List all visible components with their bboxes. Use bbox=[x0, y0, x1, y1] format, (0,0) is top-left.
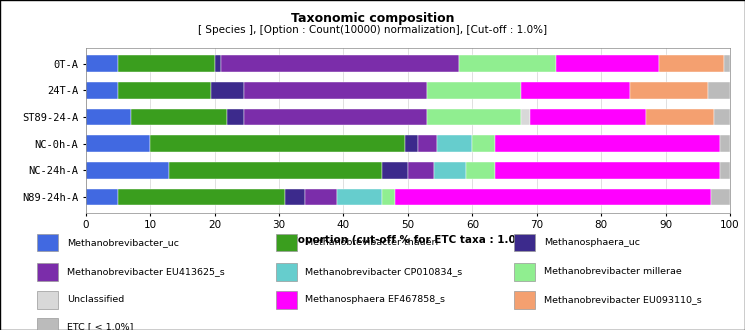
Bar bbox=[86, 82, 118, 99]
FancyBboxPatch shape bbox=[37, 234, 58, 251]
Bar bbox=[466, 162, 495, 179]
Text: ETC [ < 1.0%]: ETC [ < 1.0%] bbox=[67, 322, 133, 330]
FancyBboxPatch shape bbox=[276, 291, 297, 309]
Bar bbox=[521, 82, 630, 99]
X-axis label: Proportion (cut-off % for ETC taxa : 1.0%): Proportion (cut-off % for ETC taxa : 1.0… bbox=[285, 235, 531, 245]
Bar bbox=[86, 189, 118, 205]
Bar bbox=[227, 109, 244, 125]
Bar bbox=[437, 135, 472, 152]
Bar bbox=[86, 109, 131, 125]
Bar bbox=[118, 55, 215, 72]
Bar bbox=[530, 109, 647, 125]
Text: Unclassified: Unclassified bbox=[67, 295, 124, 304]
Text: Methanobrevibacter CP010834_s: Methanobrevibacter CP010834_s bbox=[305, 267, 463, 276]
Text: Methanobrevibacter millerae: Methanobrevibacter millerae bbox=[544, 267, 682, 276]
Bar bbox=[285, 189, 305, 205]
Bar bbox=[659, 55, 723, 72]
Bar bbox=[427, 109, 521, 125]
Bar bbox=[169, 162, 382, 179]
Bar bbox=[408, 162, 434, 179]
Bar bbox=[118, 82, 212, 99]
Bar bbox=[417, 135, 437, 152]
Bar bbox=[382, 189, 395, 205]
Text: Methanobrevibacter EU413625_s: Methanobrevibacter EU413625_s bbox=[67, 267, 225, 276]
Text: Methanobrevibacter thaueri: Methanobrevibacter thaueri bbox=[305, 238, 439, 247]
Text: Methanosphaera EF467858_s: Methanosphaera EF467858_s bbox=[305, 295, 446, 304]
Bar bbox=[427, 82, 521, 99]
Text: [ Species ], [Option : Count(10000) normalization], [Cut-off : 1.0%]: [ Species ], [Option : Count(10000) norm… bbox=[198, 25, 547, 35]
Bar bbox=[221, 55, 460, 72]
Bar bbox=[382, 162, 408, 179]
Bar bbox=[711, 189, 730, 205]
Bar bbox=[337, 189, 382, 205]
Bar bbox=[118, 189, 285, 205]
Bar bbox=[720, 135, 730, 152]
Bar bbox=[556, 55, 659, 72]
FancyBboxPatch shape bbox=[37, 318, 58, 330]
Bar bbox=[723, 55, 730, 72]
Bar bbox=[244, 82, 427, 99]
Text: Methanobrevibacter_uc: Methanobrevibacter_uc bbox=[67, 238, 179, 247]
Bar bbox=[460, 55, 556, 72]
FancyBboxPatch shape bbox=[276, 263, 297, 280]
Bar bbox=[405, 135, 417, 152]
Bar bbox=[150, 135, 405, 152]
Bar bbox=[714, 109, 730, 125]
FancyBboxPatch shape bbox=[514, 234, 535, 251]
Bar bbox=[215, 55, 221, 72]
Bar bbox=[521, 109, 530, 125]
Bar bbox=[395, 189, 711, 205]
Bar bbox=[495, 135, 720, 152]
Bar bbox=[720, 162, 730, 179]
Bar bbox=[86, 135, 150, 152]
Bar bbox=[647, 109, 714, 125]
Bar bbox=[244, 109, 427, 125]
Bar bbox=[131, 109, 227, 125]
FancyBboxPatch shape bbox=[37, 263, 58, 280]
FancyBboxPatch shape bbox=[514, 291, 535, 309]
Bar bbox=[212, 82, 244, 99]
FancyBboxPatch shape bbox=[37, 291, 58, 309]
Bar bbox=[472, 135, 495, 152]
FancyBboxPatch shape bbox=[276, 234, 297, 251]
Bar bbox=[630, 82, 708, 99]
Text: Methanosphaera_uc: Methanosphaera_uc bbox=[544, 238, 640, 247]
Text: Methanobrevibacter EU093110_s: Methanobrevibacter EU093110_s bbox=[544, 295, 702, 304]
FancyBboxPatch shape bbox=[514, 263, 535, 280]
Bar bbox=[708, 82, 730, 99]
Bar bbox=[495, 162, 720, 179]
Bar bbox=[86, 162, 169, 179]
Text: Taxonomic composition: Taxonomic composition bbox=[291, 12, 454, 24]
Bar bbox=[86, 55, 118, 72]
Bar bbox=[434, 162, 466, 179]
Bar bbox=[305, 189, 337, 205]
